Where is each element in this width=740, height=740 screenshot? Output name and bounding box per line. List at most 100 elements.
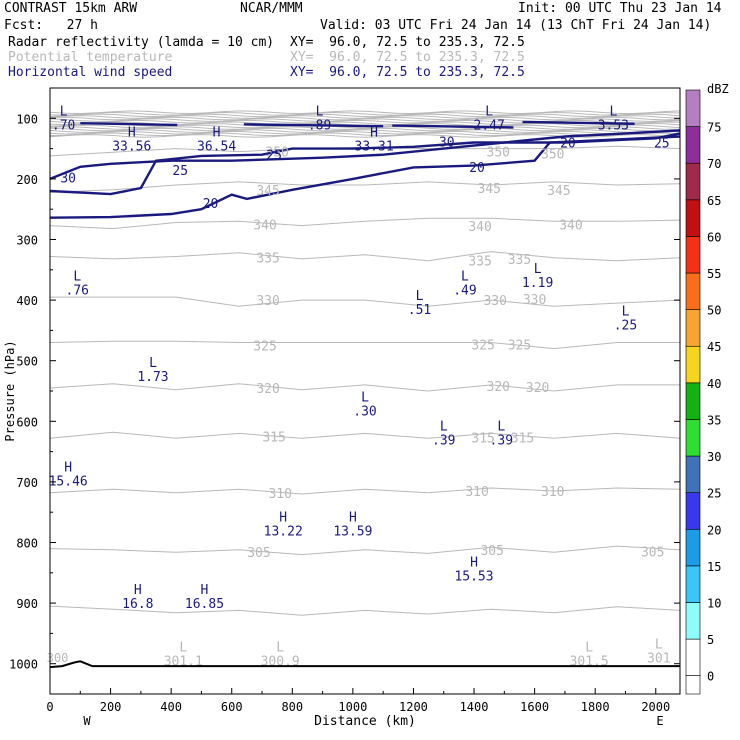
- wind-contour-label: 30: [60, 172, 76, 187]
- chart-axes: 0 200 400 600 800 1000 1200 1400 1600 1800 2000 W E D…: [3, 87, 681, 729]
- colorbar-swatch: [685, 602, 701, 640]
- theta-contour-label: 350: [541, 147, 564, 162]
- extremum-value: .30: [353, 404, 376, 419]
- theta-contour-label: 350: [265, 146, 288, 161]
- extremum-L-marker: L: [497, 419, 505, 434]
- extremum-value: 33.56: [112, 139, 151, 154]
- theta-contour-315: [49, 431, 681, 439]
- x-tick-label: 200: [100, 700, 122, 714]
- init-time: Init: 00 UTC Thu 23 Jan 14: [518, 1, 722, 16]
- colorbar-level-label: 40: [707, 377, 721, 391]
- extremum-value: 301: [647, 652, 670, 667]
- extremum-H-marker: H: [213, 125, 221, 140]
- x-tick-label: 800: [281, 700, 303, 714]
- colorbar-swatch: [685, 309, 701, 347]
- extremum-value: 301.1: [164, 655, 203, 670]
- extremum-value: 3.53: [598, 118, 629, 133]
- extremum-L-marker: L: [316, 104, 324, 119]
- theta-contour-upper: [49, 111, 681, 116]
- theta-contour-label: 310: [541, 485, 564, 500]
- colorbar-level-label: 5: [707, 633, 714, 647]
- theta-contour-upper: [49, 127, 681, 132]
- extremum-L-marker: L: [60, 104, 68, 119]
- extremum-value: 13.59: [333, 524, 372, 539]
- extremum-H-marker: H: [201, 583, 209, 598]
- colorbar-swatch: [685, 345, 701, 384]
- theta-contour-label: 340: [253, 218, 276, 233]
- extremum-value: 301.5: [570, 655, 609, 670]
- center-name: NCAR/MMM: [240, 1, 303, 16]
- x-end-east: E: [656, 714, 663, 728]
- theta-contour-label: 315: [511, 432, 534, 447]
- extremum-value: 15.53: [454, 570, 493, 585]
- extremum-value: 13.22: [264, 524, 303, 539]
- extremum-H-marker: H: [64, 461, 72, 476]
- colorbar-level-label: 35: [707, 413, 721, 427]
- colorbar-swatch: [685, 236, 701, 274]
- extremum-L-marker: L: [73, 270, 81, 285]
- theta-contour-upper: [49, 120, 681, 124]
- extremum-value: 36.54: [197, 139, 236, 154]
- extremum-L-marker: L: [585, 641, 593, 656]
- wind-contour-label: 20: [203, 197, 219, 212]
- jet-core-segment: [243, 123, 384, 128]
- theta-contour-300: [49, 605, 681, 616]
- extremum-L-marker: L: [149, 356, 157, 371]
- colorbar-swatch-under: [685, 675, 701, 695]
- extremum-value: 15.46: [49, 475, 88, 490]
- theta-contour-upper: [49, 110, 681, 115]
- extremum-H-marker: H: [128, 125, 136, 140]
- colorbar-swatch: [685, 382, 701, 420]
- extremum-value: .76: [66, 284, 89, 299]
- colorbar-swatch: [685, 272, 701, 310]
- colorbar-level-label: 15: [707, 560, 721, 574]
- valid-time: Valid: 03 UTC Fri 24 Jan 14 (13 ChT Fri …: [320, 18, 712, 33]
- colorbar-level-label: 30: [707, 450, 721, 464]
- theta-contour-310: [49, 487, 681, 495]
- x-end-west: W: [83, 714, 91, 728]
- theta-contour-label: 335: [256, 252, 279, 267]
- y-tick-label: 1000: [9, 658, 38, 672]
- theta-contour-label: 330: [523, 293, 546, 308]
- field-xy-theta: XY= 96.0, 72.5 to 235.3, 72.5: [290, 50, 525, 65]
- field-name-reflectivity: Radar reflectivity (lamda = 10 cm): [8, 35, 275, 50]
- theta-contour-label: 315: [471, 432, 494, 447]
- wind-contour-label: 25: [654, 137, 670, 152]
- extremum-value: .89: [308, 118, 331, 133]
- theta-contour-label: 325: [508, 338, 531, 353]
- x-tick-label: 1600: [520, 700, 549, 714]
- y-tick-label: 200: [16, 173, 38, 187]
- theta-contour-label: 340: [559, 218, 582, 233]
- colorbar-swatch: [685, 565, 701, 603]
- x-axis-label: Distance (km): [314, 714, 416, 729]
- jet-core-segment: [80, 121, 178, 127]
- y-tick-label: 800: [16, 537, 38, 551]
- y-tick-label: 500: [16, 355, 38, 369]
- extremum-L-marker: L: [440, 419, 448, 434]
- extremum-value: .25: [614, 318, 637, 333]
- extremum-L-marker: L: [361, 390, 369, 405]
- extremum-value: .39: [432, 433, 455, 448]
- field-xy-wind: XY= 96.0, 72.5 to 235.3, 72.5: [290, 65, 525, 80]
- field-xy-reflectivity: XY= 96.0, 72.5 to 235.3, 72.5: [290, 35, 525, 50]
- potential-temperature-contours: [49, 110, 681, 616]
- colorbar-swatch: [685, 162, 701, 201]
- wind-contour-label: 20: [469, 161, 485, 176]
- theta-contour-label: 345: [256, 184, 279, 199]
- extremum-L-marker: L: [622, 304, 630, 319]
- extremum-value: 33.31: [355, 139, 394, 154]
- field-name-theta: Potential temperature: [8, 50, 173, 65]
- wind-speed-contours: [49, 120, 681, 219]
- colorbar-swatch: [685, 126, 701, 164]
- x-tick-label: 2000: [641, 700, 670, 714]
- colorbar-level-label: 60: [707, 230, 721, 244]
- jet-core-segment: [392, 124, 514, 129]
- wind-contour-20: [49, 135, 681, 219]
- theta-contour-label: 345: [547, 184, 570, 199]
- extremum-L-marker: L: [461, 270, 469, 285]
- extremum-value: 16.8: [122, 597, 153, 612]
- field-name-wind: Horizontal wind speed: [8, 65, 173, 80]
- extremum-H-marker: H: [279, 510, 287, 525]
- colorbar-level-label: 50: [707, 304, 721, 318]
- x-tick-label: 1400: [460, 700, 489, 714]
